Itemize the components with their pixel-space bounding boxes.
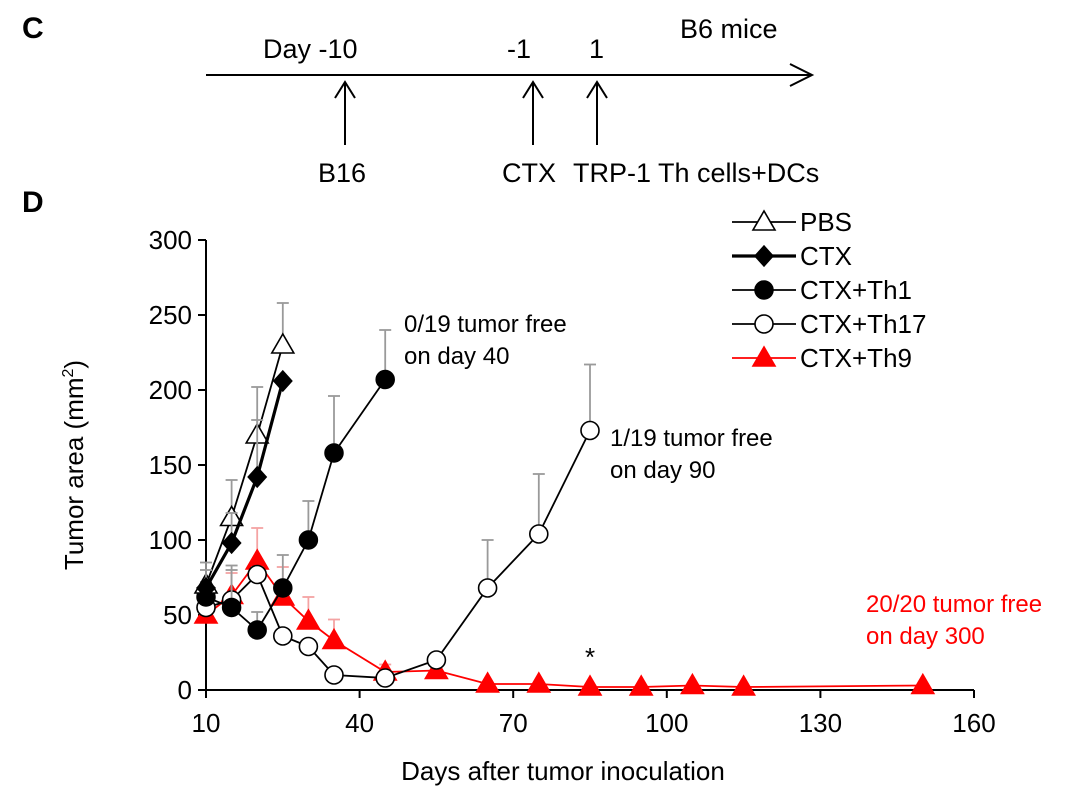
series-line <box>205 344 284 586</box>
y-tick-label: 150 <box>149 450 192 480</box>
x-tick-label: 160 <box>952 708 995 738</box>
data-point <box>221 597 242 618</box>
legend-marker <box>751 209 777 231</box>
y-tick-label: 200 <box>149 375 192 405</box>
annotation-th1: 0/19 tumor free on day 40 <box>404 311 573 370</box>
series-line <box>205 430 591 679</box>
legend-item-ctx-th9: CTX+Th9 <box>732 343 912 373</box>
legend-label: CTX+Th9 <box>800 343 912 373</box>
data-point <box>680 672 705 695</box>
data-point <box>426 650 447 670</box>
y-axis-label-sup: 2 <box>60 368 77 377</box>
y-axis-label: Tumor area (mm2) <box>59 360 89 570</box>
data-point <box>526 671 552 693</box>
y-tick-label: 0 <box>178 675 192 705</box>
timeline-top-label-3: 1 <box>589 34 604 64</box>
y-axis-label-close: ) <box>59 360 89 369</box>
data-point <box>528 524 549 544</box>
data-point <box>580 420 600 441</box>
data-point <box>221 531 242 555</box>
legend-label: CTX+Th1 <box>800 275 912 305</box>
x-tick-label: 70 <box>499 708 528 738</box>
panel-d-letter: D <box>22 186 44 219</box>
annotation-th17-line-2: on day 90 <box>610 457 715 484</box>
timeline: B6 mice Day -10 -1 1 B16 CTX TRP-1 Th ce… <box>206 14 819 188</box>
annotation-th9-line-2: on day 300 <box>866 623 985 650</box>
data-point <box>910 672 936 695</box>
data-point <box>321 627 347 650</box>
legend-marker <box>753 244 775 268</box>
series-ctx-th17 <box>196 363 600 688</box>
data-point <box>324 665 344 685</box>
timeline-up-arrow-2 <box>522 80 544 145</box>
timeline-bottom-label-1: B16 <box>318 158 366 188</box>
annotation-th9: 20/20 tumor free on day 300 <box>866 591 1049 650</box>
legend-item-ctx-th1: CTX+Th1 <box>732 275 912 305</box>
y-tick-label: 300 <box>149 225 192 255</box>
timeline-top-label-2: -1 <box>507 34 531 64</box>
legend-marker <box>754 280 774 300</box>
y-tick-label: 50 <box>163 600 192 630</box>
x-tick-label: 10 <box>192 708 221 738</box>
legend-label: PBS <box>800 207 852 237</box>
timeline-bottom-label-3: TRP-1 Th cells+DCs <box>573 158 819 188</box>
annotation-th17-line-1: 1/19 tumor free <box>610 425 773 452</box>
legend-item-ctx-th17: CTX+Th17 <box>732 309 926 339</box>
legend-marker <box>754 314 774 334</box>
y-axis-label-main: Tumor area (mm <box>59 377 89 570</box>
legend: PBS CTX CTX+Th1 CTX+Th17 CTX+Th9 <box>732 207 926 373</box>
data-point <box>272 626 293 646</box>
annotation-th1-line-1: 0/19 tumor free <box>404 311 567 338</box>
series-line <box>204 380 285 589</box>
data-point <box>247 465 268 489</box>
data-point <box>628 674 654 696</box>
timeline-up-arrow-3 <box>586 80 608 145</box>
data-point <box>375 668 396 688</box>
timeline-top-label-1: Day -10 <box>263 34 358 64</box>
legend-label: CTX <box>800 241 852 271</box>
annotation-th17: 1/19 tumor free on day 90 <box>610 425 779 484</box>
data-point <box>272 369 293 393</box>
data-point <box>375 369 395 390</box>
legend-label: CTX+Th17 <box>800 309 926 339</box>
data-point <box>247 620 267 640</box>
series-ctx <box>195 369 293 600</box>
data-point <box>731 674 756 696</box>
significance-star: * <box>585 642 595 672</box>
data-point <box>324 443 344 463</box>
series-ctx-th9 <box>193 527 936 696</box>
data-point <box>195 576 217 600</box>
series-pbs <box>193 302 296 594</box>
timeline-title: B6 mice <box>680 14 778 44</box>
y-tick-label: 100 <box>149 525 192 555</box>
panel-c-letter: C <box>22 12 44 45</box>
data-point <box>270 332 296 354</box>
legend-item-ctx: CTX <box>732 241 852 271</box>
x-axis-label: Days after tumor inoculation <box>401 756 725 786</box>
data-point <box>273 578 293 598</box>
x-tick-label: 40 <box>345 708 374 738</box>
x-tick-label: 130 <box>799 708 842 738</box>
timeline-bottom-label-2: CTX <box>502 158 556 188</box>
annotation-th9-line-1: 20/20 tumor free <box>866 591 1042 618</box>
legend-marker <box>751 345 777 367</box>
legend-item-pbs: PBS <box>732 207 852 237</box>
timeline-up-arrow-1 <box>334 80 356 145</box>
annotation-th1-line-2: on day 40 <box>404 343 509 370</box>
y-tick-label: 250 <box>149 300 192 330</box>
data-point <box>577 674 603 696</box>
data-point <box>247 564 268 585</box>
timeline-arrowhead <box>789 63 815 87</box>
chart-plot <box>193 302 936 696</box>
data-point <box>296 608 321 630</box>
data-point <box>475 671 500 693</box>
data-point <box>477 578 498 598</box>
x-tick-label: 100 <box>645 708 688 738</box>
chart-axes: 0 50 100 150 200 250 300 10 40 70 100 130 160 <box>149 225 996 738</box>
data-point <box>298 636 319 657</box>
data-point <box>298 530 319 550</box>
